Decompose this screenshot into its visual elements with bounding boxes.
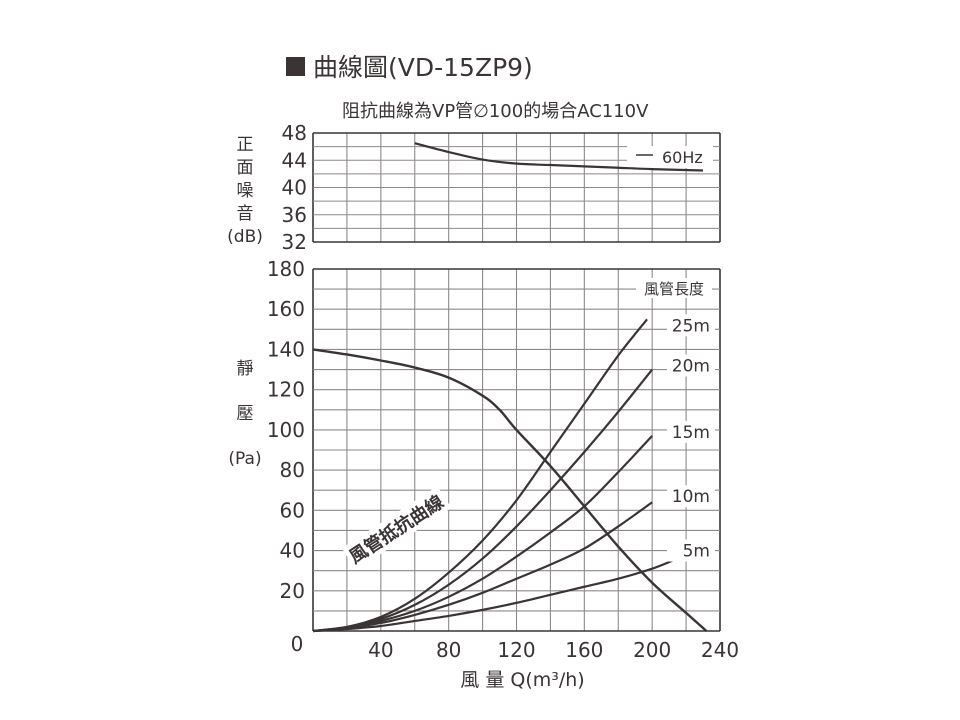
- pressure-y-tick-label: 160: [267, 297, 305, 321]
- duct-curve-10m: [312, 501, 653, 633]
- y-axis-unit: (Pa): [228, 449, 262, 469]
- duct-curve-label-group: 風管抵抗曲線: [341, 486, 452, 571]
- duct-legend-title: 風管長度: [644, 280, 704, 298]
- x-tick-label: 200: [633, 638, 671, 662]
- pressure-y-tick-label: 180: [267, 257, 305, 281]
- chart-subtitle: 阻抗曲線為VP管∅100的場合AC110V: [342, 101, 649, 122]
- y-axis-label-char: 壓: [236, 404, 254, 424]
- duct-label-15m: 15m: [672, 423, 710, 443]
- fan-pq-curve: [312, 348, 708, 632]
- duct-curve-label-box: [341, 486, 452, 571]
- noise-y-tick-label: 40: [282, 176, 307, 200]
- duct-label-box-5m: [667, 539, 715, 562]
- chart-title-row: 曲線圖(VD-15ZP9): [286, 50, 533, 82]
- duct-label-box-10m: [667, 485, 715, 508]
- y-axis-unit: (dB): [227, 227, 263, 247]
- pressure-y-axis-label: 靜壓 (Pa): [225, 358, 265, 471]
- pressure-y-tick-label: 120: [267, 378, 305, 402]
- noise-y-tick-label: 44: [282, 148, 307, 172]
- pressure-y-tick-label: 80: [280, 458, 305, 482]
- duct-label-25m: 25m: [672, 316, 710, 336]
- duct-label-box-20m: [667, 354, 715, 377]
- duct-curve-20m: [312, 368, 654, 633]
- y-axis-label-char: 面: [236, 158, 254, 178]
- chart-title: 曲線圖(VD-15ZP9): [313, 53, 533, 82]
- duct-curve-25m: [312, 318, 648, 633]
- y-axis-label-char: 正: [236, 135, 254, 155]
- duct-curve-5m: [312, 559, 673, 633]
- x-tick-label: 240: [701, 638, 739, 662]
- duct-label-box-15m: [667, 420, 715, 443]
- x-axis-label: 風 量 Q(m³/h): [460, 669, 584, 691]
- x-tick-label: 80: [436, 638, 461, 662]
- duct-label-5m: 5m: [683, 542, 710, 562]
- pressure-y-tick-label: 100: [267, 418, 305, 442]
- noise-legend-label: 60Hz: [662, 148, 703, 167]
- noise-curve-60hz: [414, 142, 704, 172]
- y-axis-label-char: 靜: [236, 359, 254, 379]
- y-axis-label-char: 噪: [236, 181, 254, 201]
- noise-y-tick-label: 36: [282, 203, 307, 227]
- duct-label-10m: 10m: [672, 487, 710, 507]
- x-tick-label: 160: [565, 638, 603, 662]
- noise-y-axis-label: 正面噪音 (dB): [225, 134, 265, 249]
- duct-curve-label: 風管抵抗曲線: [345, 491, 448, 568]
- x-tick-label: 120: [497, 638, 535, 662]
- title-square-icon: [286, 56, 305, 76]
- noise-y-tick-label: 32: [282, 230, 307, 254]
- duct-label-box-25m: [667, 314, 715, 337]
- noise-legend-box: [627, 146, 713, 168]
- pressure-y-tick-label: 20: [280, 579, 305, 603]
- x-tick-label: 40: [368, 638, 393, 662]
- noise-y-tick-label: 48: [282, 121, 307, 145]
- duct-curve-15m: [312, 435, 653, 633]
- duct-label-20m: 20m: [672, 357, 710, 377]
- pressure-y-tick-label: 60: [280, 498, 305, 522]
- pressure-y-tick-label: 40: [280, 539, 305, 563]
- x-origin-label: 0: [291, 632, 304, 656]
- duct-legend-title-box: [636, 278, 712, 298]
- y-axis-label-char: 音: [236, 204, 254, 224]
- pressure-y-tick-label: 140: [267, 337, 305, 361]
